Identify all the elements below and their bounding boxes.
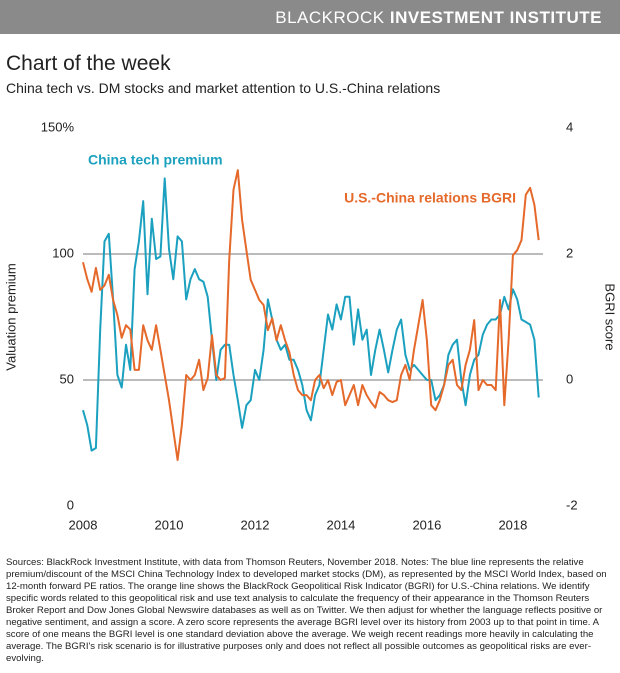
x-tick-label: 2012	[241, 517, 270, 532]
x-tick-label: 2010	[155, 517, 184, 532]
subtitle: China tech vs. DM stocks and market atte…	[6, 80, 441, 96]
series-line	[82, 169, 540, 461]
x-tick-label: 2014	[326, 517, 355, 532]
y-tick-label: 100	[52, 245, 74, 260]
x-tick-label: 2018	[498, 517, 527, 532]
y2-tick-label: 4	[566, 119, 573, 134]
x-tick-label: 2008	[69, 517, 98, 532]
series-label: U.S.-China relations BGRI	[344, 190, 516, 206]
y-tick-label: 50	[60, 371, 74, 386]
footnote: Sources: BlackRock Investment Institute,…	[6, 557, 607, 664]
y2-axis-label: BGRI score	[603, 283, 618, 350]
y2-tick-label: -2	[566, 497, 578, 512]
title: Chart of the week	[6, 52, 171, 75]
y2-tick-label: 0	[566, 371, 573, 386]
brand-light: BLACKROCK	[275, 8, 385, 27]
x-tick-label: 2016	[412, 517, 441, 532]
brand: BLACKROCK INVESTMENT INSTITUTE	[275, 8, 602, 28]
y2-tick-label: 2	[566, 245, 573, 260]
chart: 0 50 100 150% -2 0 2 4 2008 2010 2012 2014 2016 2018 V…	[3, 119, 618, 532]
y-tick-label: 150%	[41, 119, 75, 134]
series-line	[82, 177, 540, 452]
header-bar: BLACKROCK INVESTMENT INSTITUTE	[0, 0, 620, 34]
brand-bold: INVESTMENT INSTITUTE	[389, 8, 602, 27]
series-label: China tech premium	[88, 152, 223, 168]
y-tick-label: 0	[67, 497, 74, 512]
y-axis-label: Valuation premium	[3, 263, 18, 370]
